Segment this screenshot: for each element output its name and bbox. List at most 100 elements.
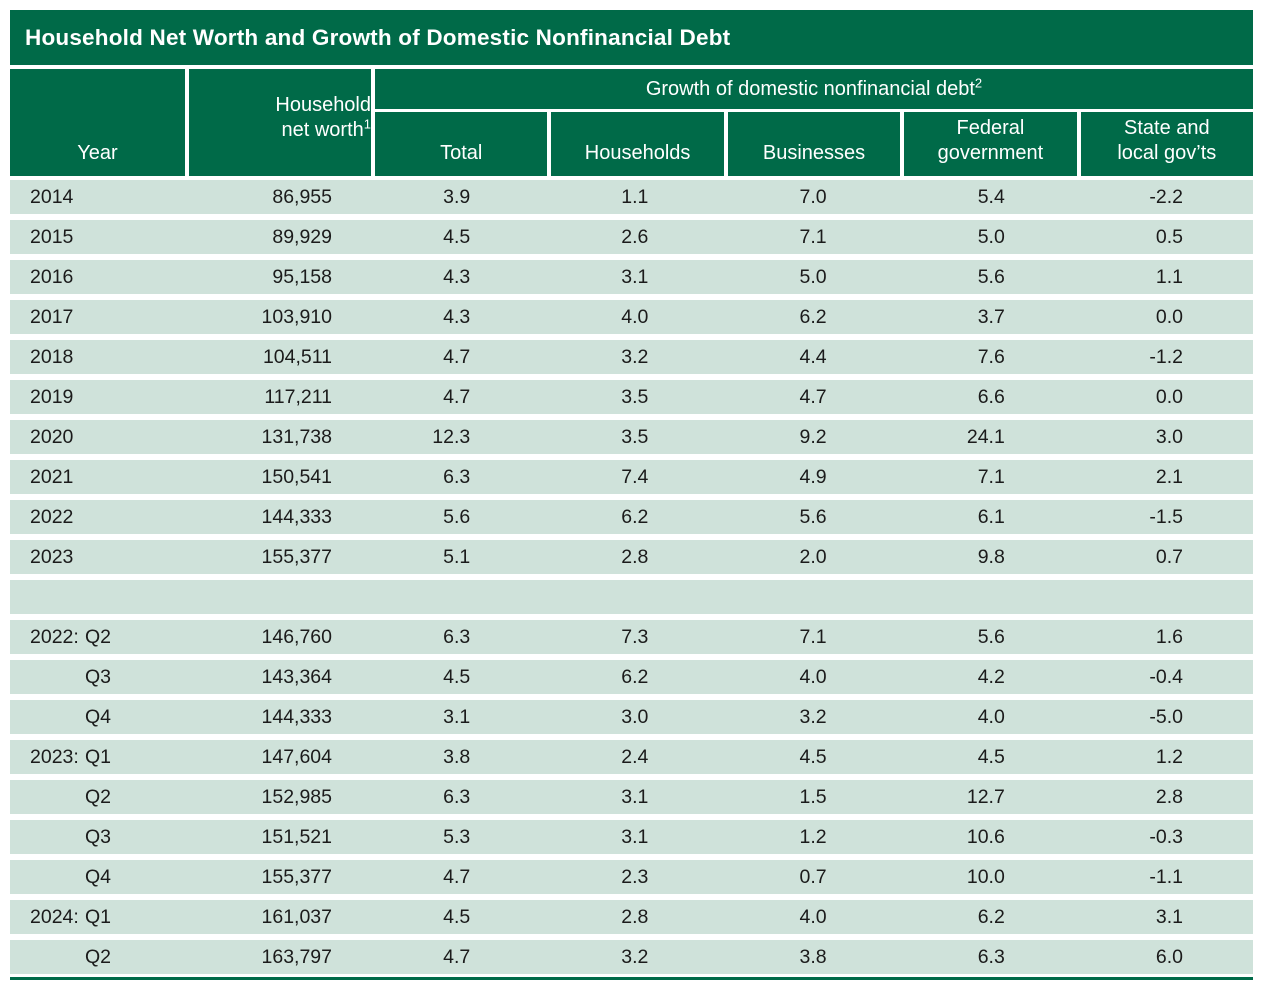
table-header: Year Household net worth1 Growth of dome… [10, 69, 1254, 176]
row-value-total: 3.1 [443, 705, 471, 728]
row-quarter: Q4 [85, 865, 112, 888]
row-value-households: 4.0 [621, 305, 649, 328]
row-value-state-local: -2.2 [1149, 185, 1184, 208]
row-value-households: 3.5 [621, 385, 649, 408]
row-value-federal-government: 6.3 [977, 945, 1005, 968]
row-value-federal-government: 9.8 [977, 545, 1005, 568]
data-table: Household Net Worth and Growth of Domest… [10, 10, 1254, 980]
row-value-total: 4.5 [443, 665, 471, 688]
row-value-households: 3.2 [621, 345, 649, 368]
row-value-total: 4.7 [443, 945, 471, 968]
row-value-total: 12.3 [432, 425, 471, 448]
row-value-federal-government: 5.6 [977, 625, 1005, 648]
row-value-businesses: 4.9 [799, 465, 827, 488]
row-value-federal-government: 4.2 [977, 665, 1005, 688]
table-row: 2014 86,955 3.9 1.1 7.0 5.4 -2.2 [10, 180, 1253, 214]
row-value-households: 3.5 [621, 425, 649, 448]
group-header-label: Growth of domestic nonfinancial debt [645, 77, 975, 100]
row-value-households: 3.1 [621, 825, 649, 848]
row-value-households: 1.1 [621, 185, 649, 208]
row-value-total: 5.6 [443, 505, 471, 528]
row-value-state-local: 3.0 [1155, 425, 1184, 448]
row-value-state-local: -1.1 [1149, 865, 1184, 888]
row-value-businesses: 4.5 [799, 745, 827, 768]
row-quarter: Q2 [85, 625, 112, 648]
table-bottom-rule [10, 977, 1253, 980]
row-net-worth: 161,037 [261, 905, 333, 928]
table-row: Q3 151,521 5.3 3.1 1.2 10.6 -0.3 [10, 820, 1253, 854]
row-net-worth: 163,797 [261, 945, 333, 968]
row-value-total: 5.1 [443, 545, 471, 568]
row-value-households: 3.2 [621, 945, 649, 968]
row-net-worth: 104,511 [262, 345, 332, 368]
row-value-federal-government: 7.6 [977, 345, 1005, 368]
row-value-businesses: 5.6 [799, 505, 827, 528]
row-value-federal-government: 3.7 [977, 305, 1005, 328]
year-header-label: Year [77, 142, 118, 164]
footnote-marker-1: 1 [363, 115, 371, 131]
row-value-total: 3.9 [443, 185, 471, 208]
row-net-worth: 103,910 [261, 305, 333, 328]
row-value-state-local: 0.0 [1155, 385, 1184, 408]
row-value-businesses: 4.7 [799, 385, 827, 408]
table-row: 2024: Q1 161,037 4.5 2.8 4.0 6.2 3.1 [10, 900, 1253, 934]
row-value-businesses: 1.2 [799, 825, 827, 848]
row-value-state-local: 3.1 [1155, 905, 1184, 928]
row-year: 2023 [30, 545, 74, 568]
row-value-state-local: -1.5 [1149, 505, 1184, 528]
table-row: Q2 152,985 6.3 3.1 1.5 12.7 2.8 [10, 780, 1253, 814]
row-value-state-local: 1.6 [1155, 625, 1184, 648]
row-net-worth: 152,985 [261, 785, 333, 808]
row-value-total: 4.5 [443, 225, 471, 248]
row-value-businesses: 4.4 [799, 345, 827, 368]
column-header-year: Year [10, 69, 185, 176]
row-value-federal-government: 6.2 [977, 905, 1005, 928]
row-value-households: 7.4 [621, 465, 649, 488]
row-quarter: Q1 [85, 905, 112, 928]
row-year: 2020 [30, 425, 74, 448]
row-net-worth: 150,541 [261, 465, 333, 488]
row-net-worth: 143,364 [261, 665, 333, 688]
row-value-businesses: 2.0 [799, 545, 827, 568]
row-year: 2018 [30, 345, 74, 368]
table-body: 2014 86,955 3.9 1.1 7.0 5.4 -2.2 2015 89… [10, 180, 1253, 974]
table-row [10, 580, 1253, 614]
row-value-state-local: 2.1 [1155, 465, 1184, 488]
row-value-households: 2.4 [621, 745, 649, 768]
row-value-state-local: 0.7 [1155, 545, 1184, 568]
row-value-households: 6.2 [621, 505, 649, 528]
row-value-federal-government: 10.0 [966, 865, 1005, 888]
row-net-worth: 151,521 [261, 825, 333, 848]
row-value-federal-government: 6.6 [977, 385, 1005, 408]
row-quarter: Q2 [85, 945, 112, 968]
column-header-businesses: Businesses [727, 112, 901, 176]
debt-growth-header-group: Growth of domestic nonfinancial debt2 To… [375, 69, 1254, 176]
table-row: 2020 131,738 12.3 3.5 9.2 24.1 3.0 [10, 420, 1253, 454]
row-value-state-local: 0.5 [1155, 225, 1184, 248]
row-value-state-local: 2.8 [1155, 785, 1184, 808]
row-value-businesses: 0.7 [799, 865, 827, 888]
row-value-state-local: -1.2 [1149, 345, 1184, 368]
row-value-households: 3.1 [621, 265, 649, 288]
row-quarter: Q3 [85, 825, 112, 848]
row-value-total: 3.8 [443, 745, 471, 768]
row-quarter: Q2 [85, 785, 112, 808]
table-row: 2019 117,211 4.7 3.5 4.7 6.6 0.0 [10, 380, 1253, 414]
row-value-federal-government: 5.6 [977, 265, 1005, 288]
row-value-total: 5.3 [443, 825, 471, 848]
row-year: 2021 [30, 465, 74, 488]
row-year: 2014 [30, 185, 74, 208]
table-row: Q2 163,797 4.7 3.2 3.8 6.3 6.0 [10, 940, 1253, 974]
row-value-businesses: 5.0 [799, 265, 827, 288]
row-value-businesses: 7.1 [799, 225, 827, 248]
row-net-worth: 117,211 [264, 385, 332, 408]
row-net-worth: 147,604 [261, 745, 333, 768]
group-header-debt-growth: Growth of domestic nonfinancial debt2 [375, 69, 1253, 109]
row-value-businesses: 3.8 [799, 945, 827, 968]
row-value-federal-government: 4.0 [977, 705, 1005, 728]
sub-header-row: Total Households Businesses Federal gove… [375, 112, 1254, 176]
row-net-worth: 86,955 [272, 185, 332, 208]
row-year: 2017 [30, 305, 74, 328]
row-year: 2024: [30, 905, 79, 928]
